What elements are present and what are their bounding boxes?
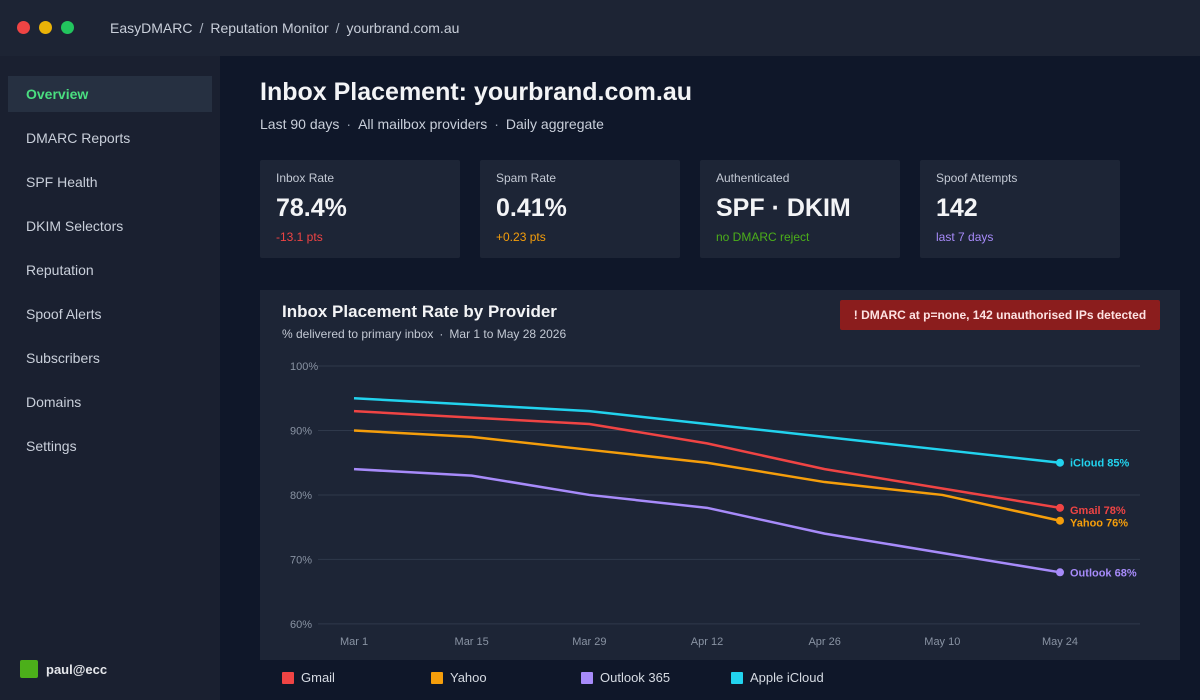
- line-chart: 60% 70% 80% 90% 100% Mar 1 Mar 15 Mar 29 Apr 12 A…: [290, 361, 1140, 648]
- series-end-label: Yahoo 76%: [1070, 518, 1128, 530]
- x-tick-label: Mar 1: [340, 636, 368, 648]
- y-tick-label: 100%: [290, 361, 318, 373]
- sidebar-item-dmarc-reports[interactable]: DMARC Reports: [26, 130, 131, 146]
- breadcrumb-separator: /: [335, 20, 340, 36]
- sidebar-item-subscribers[interactable]: Subscribers: [26, 350, 100, 366]
- legend-item-gmail[interactable]: Gmail: [282, 670, 335, 685]
- chart-subtitle: % delivered to primary inbox · Mar 1 to Ma…: [282, 327, 567, 341]
- x-tick-label: Mar 29: [572, 636, 606, 648]
- legend-swatch: [431, 671, 443, 684]
- y-tick-label: 70%: [290, 554, 312, 566]
- inbox-rate-card[interactable]: Inbox Rate 78.4% -13.1 pts: [260, 160, 460, 258]
- breadcrumb-app[interactable]: EasyDMARC: [110, 20, 193, 36]
- chart-subtitle-range: Mar 1 to May 28 2026: [449, 327, 567, 341]
- series-end-label: Outlook 68%: [1070, 567, 1137, 579]
- sidebar-item-dkim-selectors[interactable]: DKIM Selectors: [26, 218, 124, 234]
- user-name: paul@ecc: [46, 661, 108, 677]
- y-tick-label: 90%: [290, 425, 312, 437]
- sidebar-item-spoof-alerts[interactable]: Spoof Alerts: [26, 306, 102, 322]
- filter-aggregation[interactable]: Daily aggregate: [505, 116, 604, 132]
- legend-item-outlook[interactable]: Outlook 365: [581, 670, 670, 685]
- series-line-gmail: [353, 409, 1061, 510]
- breadcrumb-separator: /: [199, 20, 204, 36]
- card-value: 78.4%: [276, 194, 347, 222]
- maximize-window-button[interactable]: [61, 21, 74, 34]
- card-label: Inbox Rate: [276, 171, 335, 185]
- series-end-label: Gmail 78%: [1070, 505, 1126, 517]
- series-line-yahoo: [353, 429, 1061, 522]
- x-tick-label: Mar 15: [455, 636, 489, 648]
- spam-rate-card[interactable]: Spam Rate 0.41% +0.23 pts: [480, 160, 680, 258]
- card-delta: -13.1 pts: [276, 230, 323, 244]
- legend-label: Apple iCloud: [750, 670, 824, 685]
- legend-label: Yahoo: [450, 670, 487, 685]
- legend-item-icloud[interactable]: Apple iCloud: [731, 670, 824, 685]
- card-label: Spoof Attempts: [936, 171, 1018, 185]
- card-delta: last 7 days: [936, 230, 994, 244]
- legend-item-yahoo[interactable]: Yahoo: [431, 670, 487, 685]
- series-end-point: [1056, 516, 1064, 525]
- page-filters: Last 90 days · All mailbox providers · Daily…: [260, 116, 604, 132]
- card-value: SPF · DKIM: [716, 194, 851, 222]
- card-value: 0.41%: [496, 194, 567, 222]
- series-end-point: [1056, 458, 1064, 467]
- legend-swatch: [581, 671, 593, 684]
- card-label: Authenticated: [716, 171, 790, 185]
- card-delta: +0.23 pts: [496, 230, 546, 244]
- legend-label: Gmail: [301, 670, 335, 685]
- filter-providers[interactable]: All mailbox providers: [358, 116, 488, 132]
- filter-date-range[interactable]: Last 90 days: [260, 116, 340, 132]
- chart-title: Inbox Placement Rate by Provider: [282, 302, 557, 321]
- series-line-apple-icloud: [353, 396, 1061, 464]
- x-tick-label: Apr 12: [691, 636, 723, 648]
- inbox-placement-chart-panel: 60% 70% 80% 90% 100% Mar 1 Mar 15 Mar 29 Apr 12 A…: [260, 290, 1180, 660]
- sidebar-item-domains[interactable]: Domains: [26, 394, 82, 410]
- avatar: [20, 660, 38, 678]
- x-tick-label: Apr 26: [808, 636, 840, 648]
- card-value: 142: [936, 194, 978, 222]
- main-content: Inbox Placement: yourbrand.com.au Last 9…: [220, 56, 1200, 700]
- chart-subtitle-metric: % delivered to primary inbox: [282, 327, 434, 341]
- sidebar-item-settings[interactable]: Settings: [26, 438, 77, 454]
- series-line-outlook-365: [353, 467, 1061, 574]
- dmarc-alert-banner[interactable]: ! DMARC at p=none, 142 unauthorised IPs …: [840, 300, 1160, 330]
- user-account[interactable]: paul@ecc: [20, 659, 107, 679]
- title-bar: EasyDMARC / Reputation Monitor / yourbrand.c…: [0, 0, 1200, 56]
- page-title: Inbox Placement: yourbrand.com.au: [260, 78, 693, 106]
- breadcrumb-section[interactable]: Reputation Monitor: [210, 20, 329, 36]
- x-tick-label: May 24: [1042, 636, 1078, 648]
- minimize-window-button[interactable]: [39, 21, 52, 34]
- y-tick-label: 80%: [290, 490, 312, 502]
- close-window-button[interactable]: [17, 21, 30, 34]
- spoof-attempts-card[interactable]: Spoof Attempts 142 last 7 days: [920, 160, 1120, 258]
- legend-swatch: [731, 671, 743, 684]
- sidebar: Overview DMARC Reports SPF Health DKIM S…: [0, 56, 220, 700]
- x-tick-label: May 10: [924, 636, 960, 648]
- sidebar-item-reputation[interactable]: Reputation: [26, 262, 94, 278]
- breadcrumb: EasyDMARC / Reputation Monitor / yourbrand.c…: [110, 20, 459, 36]
- legend-swatch: [282, 671, 294, 684]
- series-end-point: [1056, 503, 1064, 512]
- series-end-point: [1056, 568, 1064, 577]
- y-tick-label: 60%: [290, 619, 312, 631]
- sidebar-item-overview[interactable]: Overview: [8, 76, 212, 112]
- breadcrumb-domain: yourbrand.com.au: [346, 20, 460, 36]
- chart-legend: Gmail Yahoo Outlook 365 Apple iCloud: [260, 660, 1180, 694]
- card-label: Spam Rate: [496, 171, 557, 185]
- authenticated-card[interactable]: Authenticated SPF · DKIM no DMARC reject: [700, 160, 900, 258]
- legend-label: Outlook 365: [600, 670, 671, 685]
- series-end-label: iCloud 85%: [1070, 458, 1130, 470]
- sidebar-item-spf-health[interactable]: SPF Health: [26, 174, 98, 190]
- card-delta: no DMARC reject: [716, 230, 810, 244]
